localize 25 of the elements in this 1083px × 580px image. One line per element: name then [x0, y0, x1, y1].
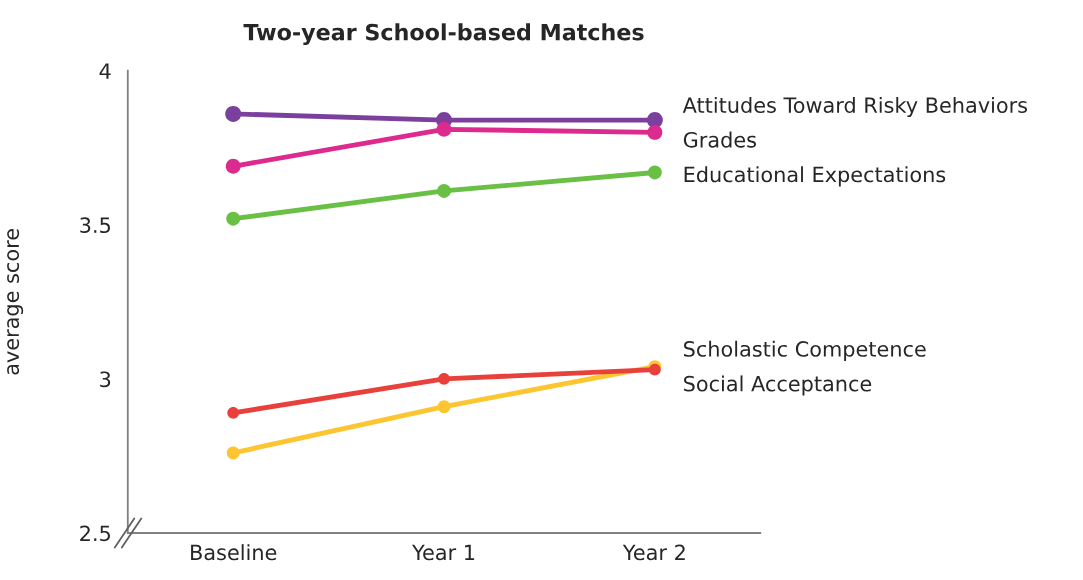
series-label: Educational Expectations — [684, 166, 946, 187]
chart-title: Two-year School-based Matches — [243, 23, 644, 45]
series-label: Social Acceptance — [684, 375, 872, 396]
point — [436, 121, 452, 137]
point — [226, 446, 240, 460]
x-tick-label: Year 1 — [411, 544, 475, 561]
series-label: Scholastic Competence — [684, 340, 926, 361]
point — [647, 124, 663, 140]
y-tick-label: 3.5 — [80, 217, 110, 234]
point — [437, 184, 451, 198]
point — [226, 211, 241, 226]
y-tick-label: 3 — [100, 371, 111, 388]
series-label: Attitudes Toward Risky Behaviors — [682, 96, 1028, 118]
point — [647, 165, 662, 180]
x-tick-label: Baseline — [191, 544, 277, 561]
x-tick-label: Year 2 — [622, 544, 685, 561]
point — [227, 406, 240, 419]
point — [225, 158, 241, 174]
y-tick-label: 2.5 — [80, 525, 110, 542]
y-axis-title: average score — [7, 229, 24, 375]
y-tick-label: 4 — [99, 63, 111, 79]
point — [438, 373, 450, 385]
point — [437, 400, 451, 414]
point — [225, 105, 242, 122]
series-label: Grades — [683, 131, 756, 148]
